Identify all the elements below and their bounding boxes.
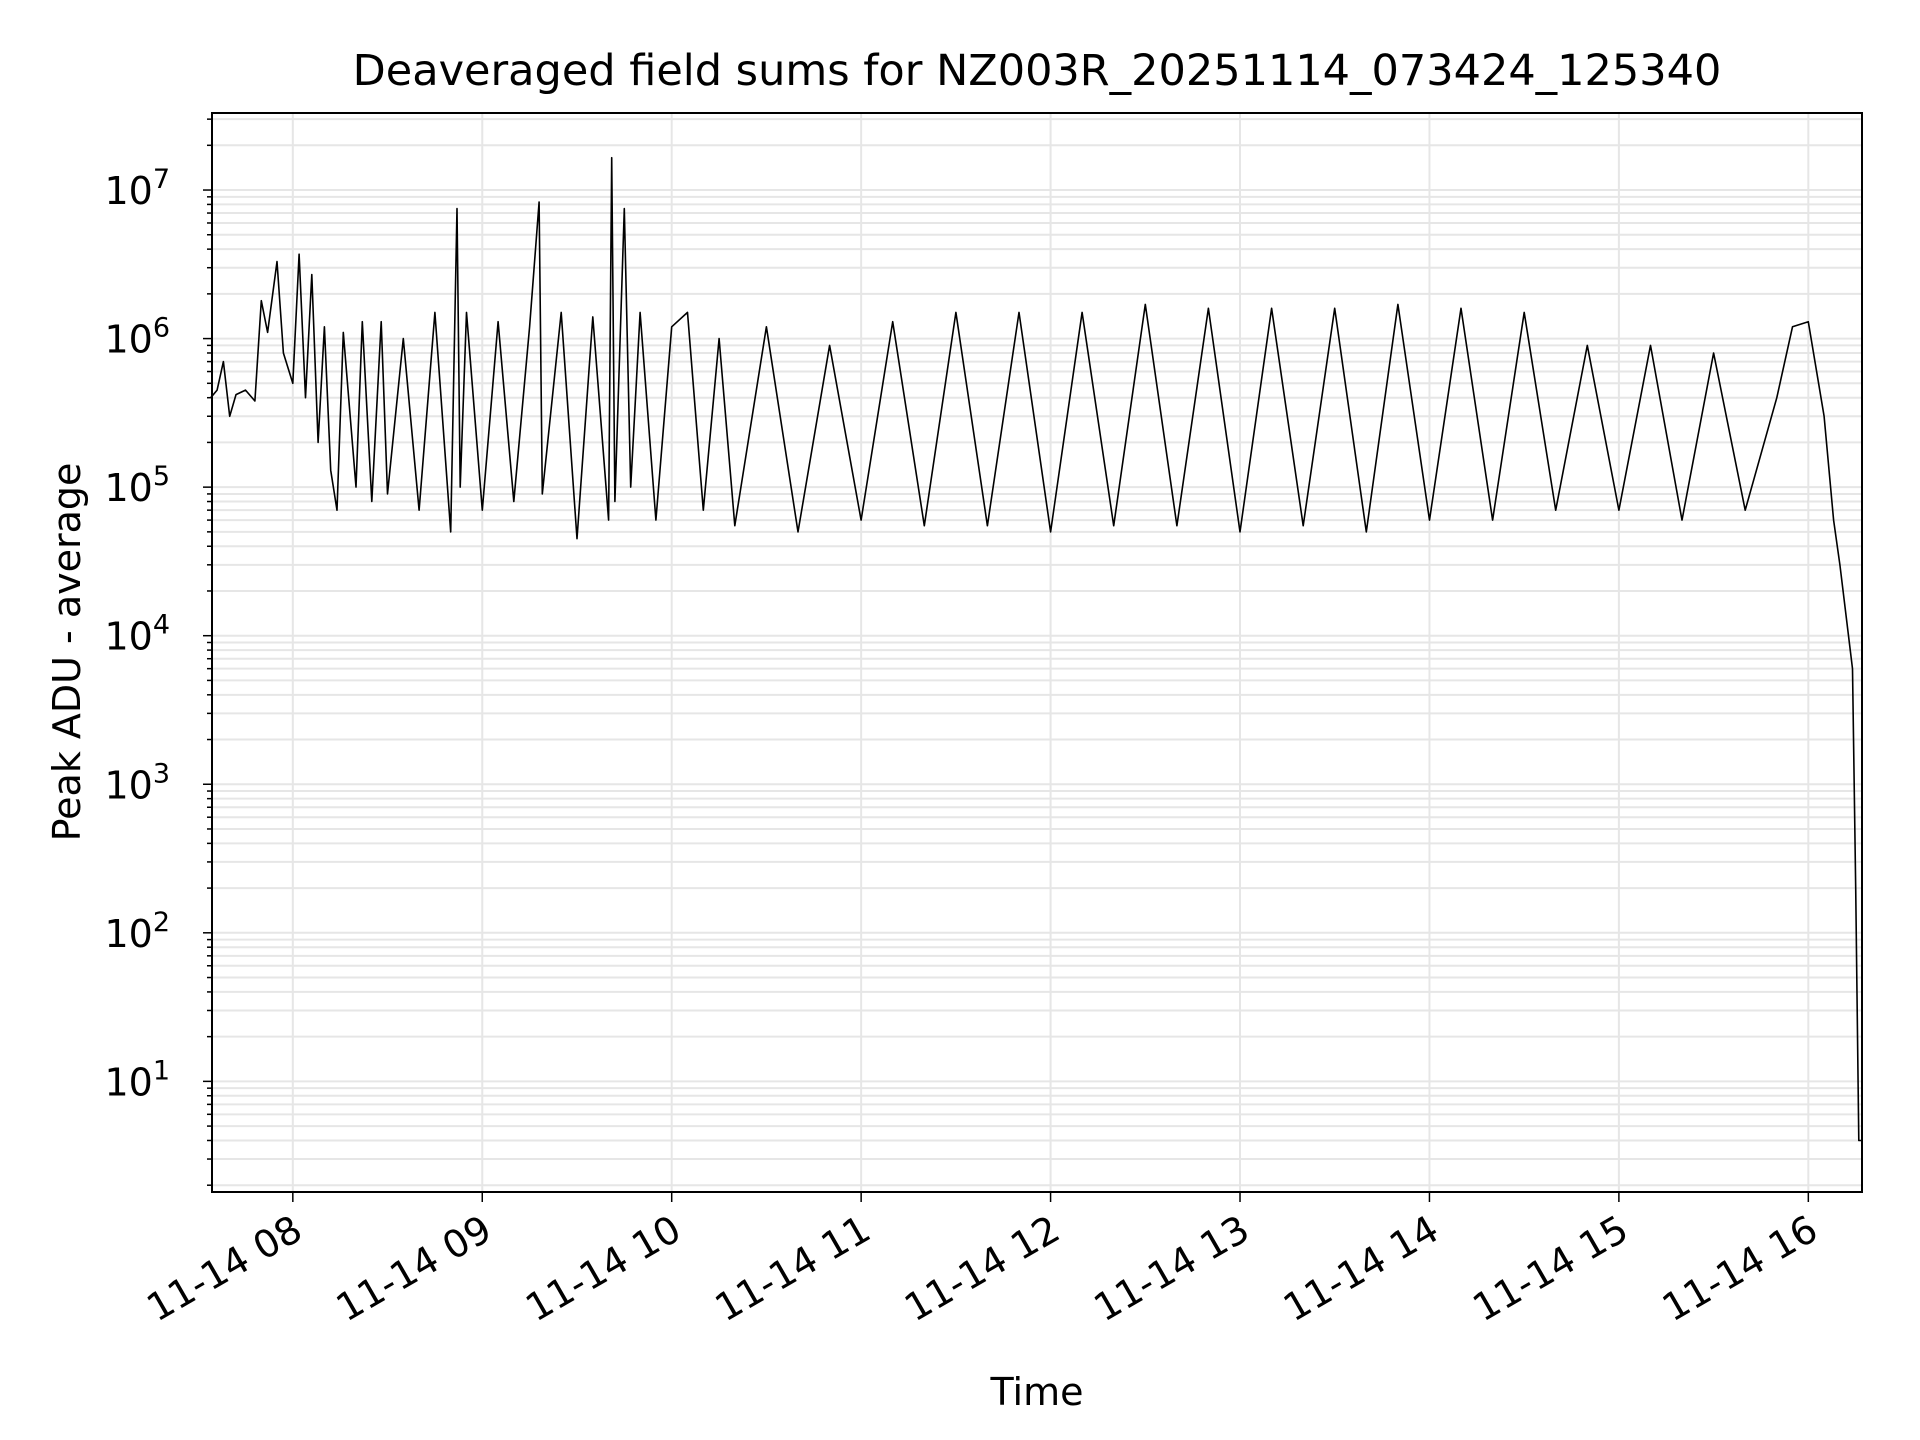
- y-tick-label: 103: [104, 758, 170, 807]
- y-tick-label: 105: [104, 461, 170, 510]
- series-layer: [210, 156, 1862, 1142]
- chart-title: Deaveraged field sums for NZ003R_2025111…: [353, 46, 1722, 96]
- y-tick-base: 10: [104, 318, 152, 362]
- grid: [212, 113, 1862, 1192]
- y-tick-base: 10: [104, 615, 152, 659]
- y-tick-exponent: 6: [153, 313, 170, 344]
- y-tick-base: 10: [104, 169, 152, 213]
- y-tick-base: 10: [104, 1060, 152, 1104]
- y-tick-base: 10: [104, 912, 152, 956]
- y-tick-label: 101: [104, 1055, 170, 1104]
- y-tick-exponent: 3: [153, 758, 170, 789]
- y-axis-label: Peak ADU - average: [45, 463, 89, 842]
- y-tick-label: 104: [104, 610, 170, 659]
- plot-frame: [211, 112, 1863, 1193]
- y-tick-label: 107: [104, 164, 170, 213]
- y-tick-label: 106: [104, 313, 170, 362]
- x-axis-label: Time: [990, 1370, 1084, 1414]
- y-tick-exponent: 2: [153, 907, 170, 938]
- y-tick-label: 102: [104, 907, 170, 956]
- y-tick-exponent: 5: [153, 461, 170, 492]
- y-tick-base: 10: [104, 763, 152, 807]
- y-tick-base: 10: [104, 466, 152, 510]
- series-line: [210, 156, 1862, 1142]
- y-tick-exponent: 1: [153, 1055, 170, 1086]
- y-tick-exponent: 4: [153, 610, 170, 641]
- y-tick-exponent: 7: [153, 164, 170, 195]
